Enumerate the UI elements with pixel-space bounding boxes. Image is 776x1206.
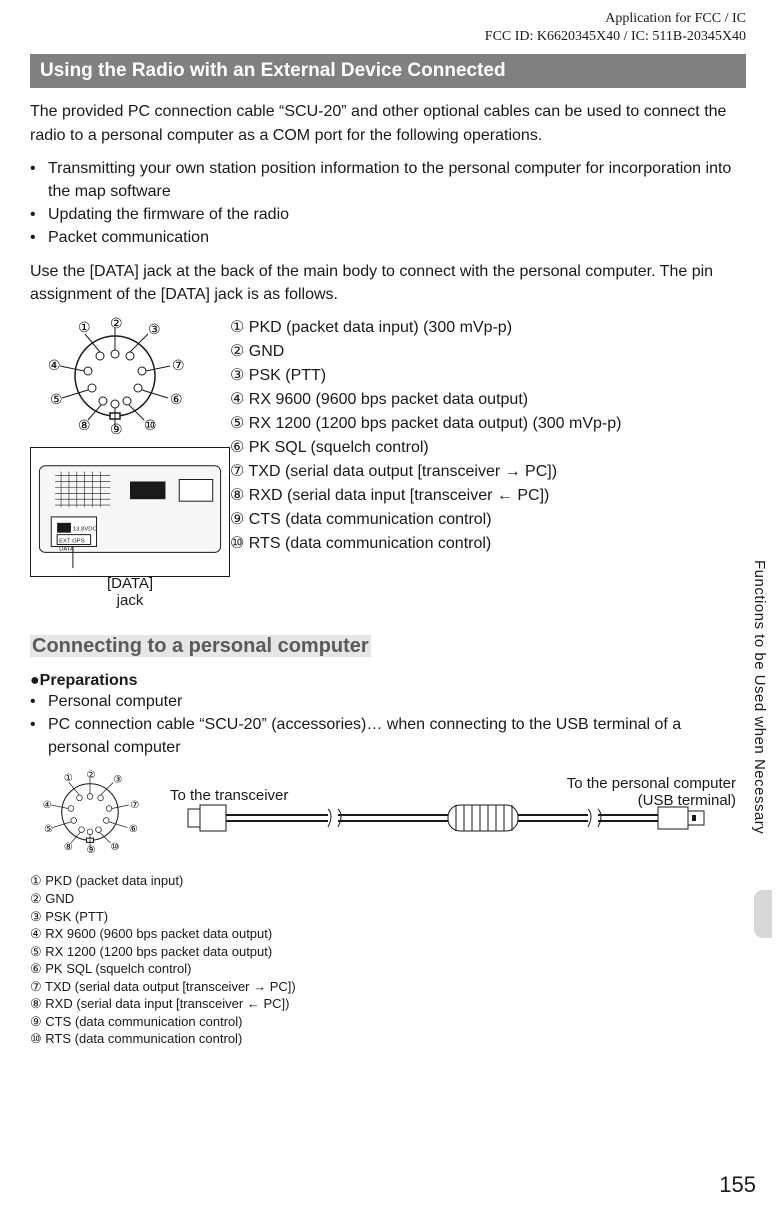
list-item: •Transmitting your own station position … [30, 157, 746, 203]
svg-text:②: ② [110, 316, 123, 331]
bullet-text: Transmitting your own station position i… [48, 157, 746, 203]
data-jack-caption: [DATA] jack [30, 575, 230, 609]
svg-text:⑨: ⑨ [110, 421, 123, 436]
list-item: •Updating the firmware of the radio [30, 203, 746, 226]
intro-bullet-list: •Transmitting your own station position … [30, 157, 746, 250]
svg-text:⑧: ⑧ [78, 417, 91, 433]
pin-line: ⑩ RTS (data communication control) [30, 1030, 746, 1048]
connector-pinout-diagram: ① ② ③ ④ ⑦ ⑤ ⑥ ⑧ ⑨ ⑩ [30, 316, 230, 441]
preparations-heading: ●Preparations [30, 672, 746, 690]
cable-label-right: To the personal computer (USB terminal) [567, 775, 736, 809]
svg-text:③: ③ [148, 321, 161, 337]
svg-text:DATA: DATA [59, 546, 74, 552]
bullet-dot: • [30, 203, 48, 226]
use-paragraph: Use the [DATA] jack at the back of the m… [30, 260, 746, 306]
subsection-title: Connecting to a personal computer [30, 635, 371, 657]
pin-line: ① PKD (packet data input) [30, 872, 746, 890]
svg-text:⑨: ⑨ [86, 845, 95, 856]
svg-text:⑤: ⑤ [44, 824, 53, 835]
pin-line: ⑦ TXD (serial data output [transceiver →… [30, 978, 746, 996]
fcc-id-line: FCC ID: K6620345X40 / IC: 511B-20345X40 [30, 28, 746, 46]
pin-line: ⑥ PK SQL (squelch control) [230, 436, 746, 460]
bullet-text: Packet communication [48, 226, 209, 249]
cable-connector-pinout: ① ② ③ ④ ⑦ ⑤ ⑥ ⑧ ⑨ ⑩ [30, 767, 150, 862]
subsection-heading-wrap: Connecting to a personal computer [30, 635, 746, 658]
pin-line: ④ RX 9600 (9600 bps packet data output) [230, 388, 746, 412]
svg-text:④: ④ [48, 357, 61, 373]
pin-line: ⑨ CTS (data communication control) [30, 1013, 746, 1031]
pin-line: ⑩ RTS (data communication control) [230, 532, 746, 556]
pin-line: ⑥ PK SQL (squelch control) [30, 960, 746, 978]
side-tab-shape [754, 890, 772, 938]
svg-text:⑥: ⑥ [170, 391, 183, 407]
svg-text:EXT GPS: EXT GPS [59, 538, 84, 544]
pin-line: ④ RX 9600 (9600 bps packet data output) [30, 925, 746, 943]
pin-line: ⑨ CTS (data communication control) [230, 508, 746, 532]
prep-bullet-list: •Personal computer •PC connection cable … [30, 690, 746, 760]
pin-line: ⑦ TXD (serial data output [transceiver →… [230, 460, 746, 484]
pin-line: ② GND [30, 890, 746, 908]
pin-line: ② GND [230, 340, 746, 364]
bullet-dot: • [30, 713, 48, 759]
list-item: •Packet communication [30, 226, 746, 249]
radio-rear-illustration: 13.8VDC EXT GPS DATA [30, 447, 230, 577]
header-block: Application for FCC / IC FCC ID: K662034… [30, 10, 746, 46]
svg-text:②: ② [86, 771, 95, 782]
svg-text:④: ④ [43, 800, 52, 811]
pin-line: ⑤ RX 1200 (1200 bps packet data output) … [230, 412, 746, 436]
pin-line: ⑧ RXD (serial data input [transceiver ← … [30, 995, 746, 1013]
pin-list-small: ① PKD (packet data input) ② GND ③ PSK (P… [30, 872, 746, 1047]
svg-text:③: ③ [113, 775, 122, 786]
pin-list-large: ① PKD (packet data input) (300 mVp-p) ② … [230, 316, 746, 609]
svg-text:⑤: ⑤ [50, 391, 63, 407]
bullet-text: PC connection cable “SCU-20” (accessorie… [48, 713, 746, 759]
svg-text:⑦: ⑦ [172, 357, 185, 373]
fcc-app-line: Application for FCC / IC [30, 10, 746, 28]
data-jack-line2: jack [117, 592, 144, 609]
svg-text:⑧: ⑧ [64, 843, 73, 854]
list-item: •Personal computer [30, 690, 746, 713]
pin-line: ⑧ RXD (serial data input [transceiver ← … [230, 484, 746, 508]
intro-paragraph: The provided PC connection cable “SCU-20… [30, 100, 746, 146]
bullet-dot: • [30, 226, 48, 249]
bullet-text: Updating the firmware of the radio [48, 203, 289, 226]
cable-diagram-block: ① ② ③ ④ ⑦ ⑤ ⑥ ⑧ ⑨ ⑩ To the transceiver To the … [30, 767, 746, 862]
bullet-text: Personal computer [48, 690, 182, 713]
svg-text:①: ① [64, 773, 73, 784]
pin-line: ① PKD (packet data input) (300 mVp-p) [230, 316, 746, 340]
pin-diagrams-column: ① ② ③ ④ ⑦ ⑤ ⑥ ⑧ ⑨ ⑩ [30, 316, 230, 609]
cable-illustration: To the transceiver To the personal compu… [150, 775, 746, 855]
svg-text:⑩: ⑩ [144, 417, 157, 433]
section-title-banner: Using the Radio with an External Device … [30, 54, 746, 88]
cable-label-left: To the transceiver [170, 787, 288, 804]
pin-line: ⑤ RX 1200 (1200 bps packet data output) [30, 943, 746, 961]
page-number: 155 [719, 1172, 756, 1198]
svg-text:⑦: ⑦ [130, 800, 139, 811]
pin-line: ③ PSK (PTT) [230, 364, 746, 388]
svg-text:⑩: ⑩ [110, 843, 119, 854]
side-tab-text: Functions to be Used when Necessary [751, 560, 768, 834]
svg-text:⑥: ⑥ [129, 824, 138, 835]
svg-text:①: ① [78, 319, 91, 335]
pin-assignment-block: ① ② ③ ④ ⑦ ⑤ ⑥ ⑧ ⑨ ⑩ [30, 316, 746, 609]
pin-line: ③ PSK (PTT) [30, 908, 746, 926]
svg-text:13.8VDC: 13.8VDC [73, 527, 98, 533]
bullet-dot: • [30, 157, 48, 203]
bullet-dot: • [30, 690, 48, 713]
list-item: •PC connection cable “SCU-20” (accessori… [30, 713, 746, 759]
